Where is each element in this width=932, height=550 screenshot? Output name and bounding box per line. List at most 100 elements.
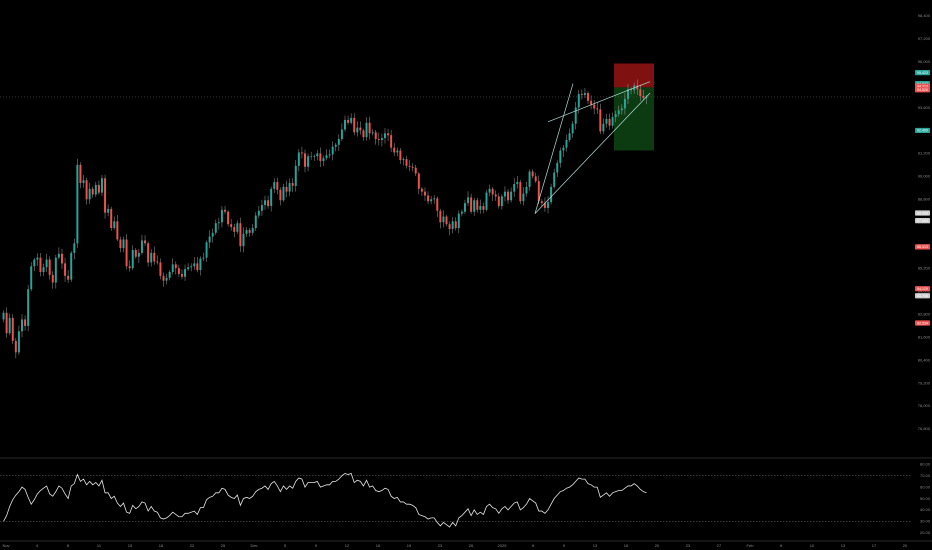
rsi-axis[interactable]: 80.00 70.00 60.00 50.00 40.00 30.00 20.00 (920, 462, 931, 535)
trendline[interactable] (534, 83, 574, 214)
candle-body (21, 319, 23, 332)
candle-body (42, 267, 45, 272)
candle-body (500, 196, 503, 206)
candle-body (565, 140, 568, 148)
candle (328, 149, 331, 159)
candle (180, 269, 183, 280)
candle-body (497, 196, 500, 206)
time-tick-label: 19 (407, 543, 412, 548)
price-badge-label: 92,400 (917, 129, 928, 133)
candle (451, 217, 454, 234)
candle (230, 219, 233, 231)
candle (91, 186, 94, 198)
price-badge-label: 86,313 (917, 245, 928, 249)
price-badge-label: 94,528 (917, 88, 928, 92)
candle (208, 230, 211, 249)
candle (205, 240, 208, 262)
candle-body (251, 228, 254, 233)
candle-body (27, 289, 30, 326)
time-tick-label: Dec (250, 543, 257, 548)
candle-body (180, 273, 183, 277)
price-tick-label: 85,200 (918, 265, 931, 270)
candle (82, 174, 85, 188)
candle (11, 314, 14, 345)
price-badge-label: 82,334 (917, 321, 928, 325)
candle-body (583, 93, 586, 96)
candle (580, 89, 583, 100)
candle-body (294, 165, 297, 186)
candle-body (104, 178, 107, 213)
price-badge-bg (915, 286, 930, 292)
candle (110, 206, 113, 231)
candle-body (448, 224, 451, 229)
candle-body (384, 133, 386, 139)
candle-body (553, 172, 556, 187)
candle (623, 92, 626, 115)
price-badges: 95,42394,84794,71394,52892,40088,08587,6… (915, 70, 930, 326)
candle-body (33, 259, 36, 267)
time-tick-label: 10 (810, 543, 815, 548)
candle-body (417, 173, 420, 189)
candle (460, 209, 463, 217)
candle-body (257, 210, 260, 216)
candle-body (11, 317, 14, 341)
candle-body (642, 96, 645, 98)
candle (88, 182, 91, 204)
candle (137, 248, 140, 264)
candle-body (8, 317, 11, 334)
candle (254, 212, 257, 231)
candle (307, 153, 310, 172)
candle (334, 142, 337, 152)
candle (519, 179, 522, 205)
price-badge-label: 88,085 (917, 211, 928, 215)
price-tick-label: 88,800 (918, 197, 931, 202)
candle-body (479, 206, 482, 210)
candle-body (577, 94, 580, 108)
candle (473, 197, 476, 216)
candle-body (337, 139, 340, 145)
candle-body (396, 150, 399, 153)
candle (113, 216, 116, 230)
candle-body (288, 183, 291, 192)
candle (433, 195, 436, 204)
candle (322, 155, 325, 167)
time-tick-label: 13 (841, 543, 846, 548)
price-badge-bg (915, 210, 930, 216)
candle-body (214, 223, 217, 233)
candle (61, 248, 63, 269)
price-badge: 94,528 (915, 87, 930, 93)
time-tick-label: 23 (438, 543, 443, 548)
time-axis[interactable]: Nov 4 8 11 15 18 22 25 Dec 5 9 12 16 19 23 26 2025 6 9 13 16… (2, 543, 908, 548)
candle-body (473, 200, 476, 212)
trendline-drawings[interactable] (534, 81, 651, 214)
trendline[interactable] (534, 92, 651, 214)
candle-body (374, 132, 377, 140)
short-position-zones[interactable] (614, 63, 654, 151)
candle-body (525, 186, 528, 194)
candle-body (556, 162, 559, 173)
candle-body (230, 224, 233, 228)
candle-body (380, 138, 383, 140)
candle-body (513, 184, 516, 192)
candle (214, 219, 217, 235)
candle (156, 255, 159, 265)
candle (497, 193, 500, 209)
candle (21, 314, 23, 338)
trendline[interactable] (547, 81, 651, 123)
rsi-tick-label: 40.00 (920, 507, 931, 512)
candle (337, 134, 340, 151)
rsi-tick-label: 50.00 (920, 496, 931, 501)
candle-body (36, 257, 39, 260)
time-tick-label: Feb (747, 543, 755, 548)
candle (5, 307, 8, 338)
stop-loss-zone[interactable] (614, 63, 654, 88)
candle-body (48, 259, 51, 275)
candle (543, 197, 546, 212)
candle-body (602, 123, 605, 132)
candle (531, 169, 534, 179)
candle-body (534, 176, 537, 182)
candle-body (590, 100, 593, 105)
candle-body (540, 201, 543, 204)
candle-body (270, 188, 273, 206)
